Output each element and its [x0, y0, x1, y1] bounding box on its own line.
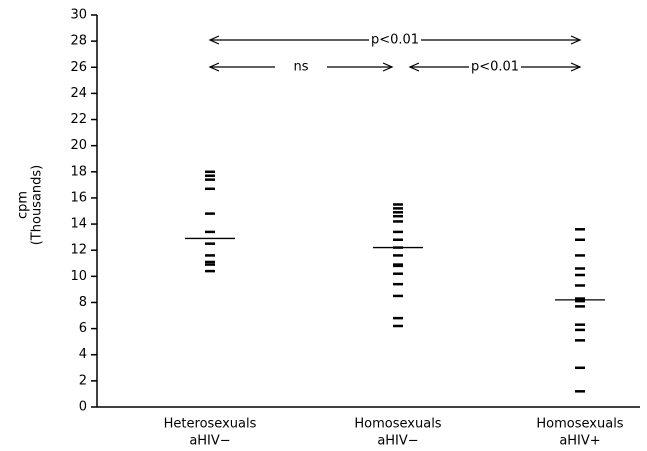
- x-tick-label: Homosexuals: [536, 417, 623, 432]
- y-axis-title: cpm (Thousands): [16, 165, 45, 246]
- x-tick-label: aHIV+: [559, 434, 600, 449]
- y-tick-label: 22: [70, 112, 87, 127]
- y-tick-label: 4: [79, 347, 87, 362]
- y-tick-label: 24: [70, 86, 87, 101]
- x-tick-label: aHIV−: [377, 434, 418, 449]
- y-tick-label: 26: [70, 60, 87, 75]
- arrow-head: [570, 35, 582, 45]
- comparison-label: ns: [293, 60, 308, 75]
- y-tick-label: 18: [70, 164, 87, 179]
- y-tick-label: 20: [70, 138, 87, 153]
- comparison-label: p<0.01: [471, 60, 519, 75]
- x-tick-label: Homosexuals: [354, 417, 441, 432]
- comparison-label: p<0.01: [371, 33, 419, 48]
- y-tick-label: 10: [70, 269, 87, 284]
- y-tick-label: 12: [70, 243, 87, 258]
- x-tick-label: Heterosexuals: [164, 417, 257, 432]
- y-tick-label: 2: [79, 373, 87, 388]
- y-tick-label: 16: [70, 190, 87, 205]
- x-tick-label: aHIV−: [189, 434, 230, 449]
- y-tick-label: 28: [70, 34, 87, 49]
- y-label-line: (Thousands): [30, 165, 45, 246]
- y-tick-label: 6: [79, 321, 87, 336]
- arrow-head: [570, 62, 582, 72]
- y-tick-label: 30: [70, 8, 87, 23]
- y-tick-label: 14: [70, 217, 87, 232]
- y-label-line: cpm: [16, 191, 31, 219]
- y-tick-label: 0: [79, 400, 87, 415]
- arrow-head: [208, 35, 220, 45]
- arrow-head: [382, 62, 394, 72]
- arrow-head: [408, 62, 420, 72]
- y-tick-label: 8: [79, 295, 87, 310]
- arrow-head: [208, 62, 220, 72]
